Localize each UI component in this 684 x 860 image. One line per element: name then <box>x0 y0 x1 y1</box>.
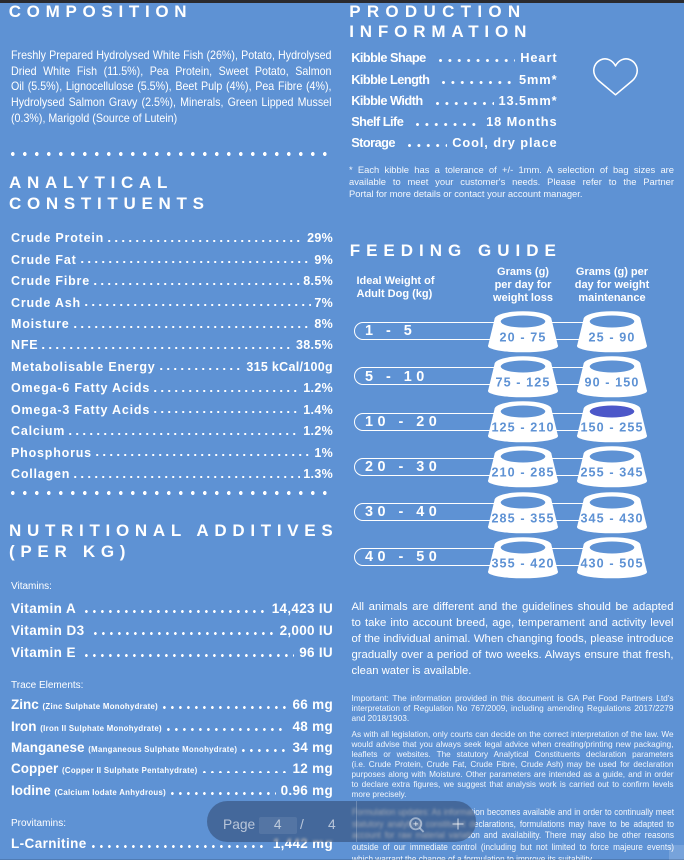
svg-text:90 - 150: 90 - 150 <box>584 375 639 389</box>
svg-text:75 - 125: 75 - 125 <box>495 375 550 389</box>
svg-text:150 - 255: 150 - 255 <box>580 420 643 434</box>
svg-text:430 - 505: 430 - 505 <box>580 556 643 570</box>
svg-text:20 - 75: 20 - 75 <box>499 330 546 344</box>
svg-text:355 - 420: 355 - 420 <box>491 556 554 570</box>
svg-text:125 - 210: 125 - 210 <box>491 420 554 434</box>
svg-text:255 - 345: 255 - 345 <box>580 466 643 480</box>
svg-text:25 - 90: 25 - 90 <box>589 330 636 344</box>
svg-text:345 - 430: 345 - 430 <box>580 511 643 525</box>
svg-text:285 - 355: 285 - 355 <box>491 511 554 525</box>
svg-text:210 - 285: 210 - 285 <box>491 466 554 480</box>
